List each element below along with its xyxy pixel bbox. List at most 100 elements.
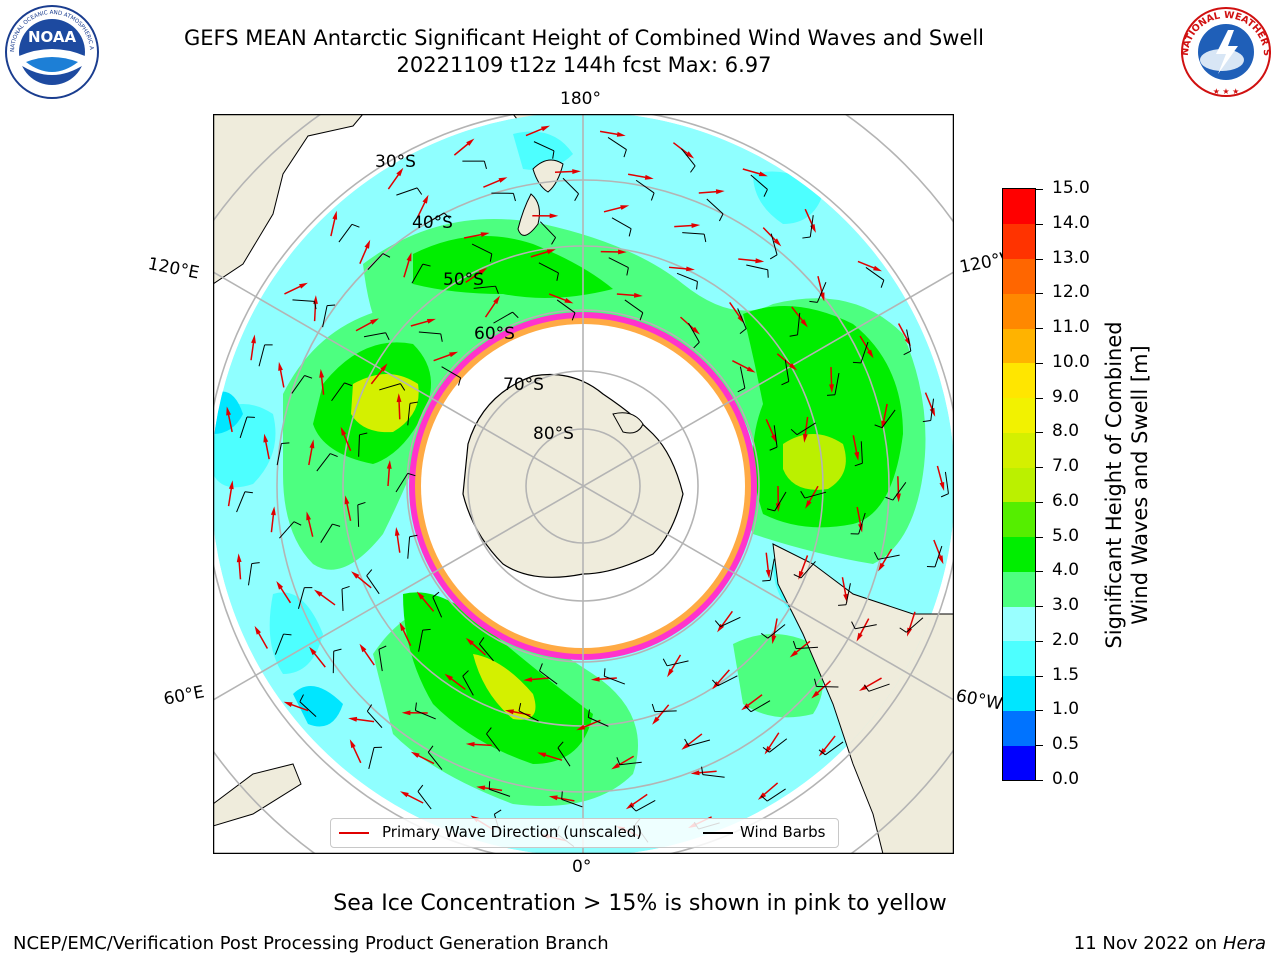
- wind-barb: [804, 491, 827, 499]
- colorbar-tick-label: 15.0: [1052, 178, 1090, 198]
- sea-ice-note: Sea Ice Concentration > 15% is shown in …: [333, 891, 947, 916]
- lon-label-180: 180°: [560, 89, 601, 109]
- wave-arrow: [250, 340, 255, 361]
- date-stamp: 11 Nov 2022 on Hera: [1073, 933, 1266, 954]
- wave-arrow: [387, 172, 401, 190]
- wind-barb-flag: [880, 279, 885, 288]
- colorbar-segment: [1003, 501, 1035, 538]
- wind-barb-flag: [684, 738, 690, 747]
- wave-arrow: [355, 320, 374, 332]
- wind-barb-flag: [332, 523, 341, 527]
- wind-barb-flag: [873, 551, 879, 560]
- wind-barb-flag: [802, 236, 811, 239]
- wind-barb-flag: [494, 809, 502, 815]
- wind-barb: [489, 788, 511, 797]
- wind-barb-flag: [762, 747, 770, 753]
- wind-barb-flag: [739, 328, 747, 335]
- wind-barb-flag: [851, 621, 856, 630]
- wind-barb: [834, 372, 840, 395]
- colorbar-tick: [1036, 293, 1043, 295]
- wave-arrow-head: [634, 292, 643, 298]
- wind-barb-flag: [427, 745, 434, 753]
- wave-arrow-head: [758, 171, 768, 177]
- wind-barb: [274, 633, 284, 655]
- wave-arrow: [320, 374, 325, 395]
- wind-barb: [518, 710, 539, 722]
- wave-arrow-head: [416, 591, 425, 600]
- wave-arrow-head: [400, 791, 409, 798]
- wind-barb: [816, 281, 827, 303]
- wave-arrow: [936, 465, 944, 486]
- wind-barb: [796, 422, 816, 436]
- wave-arrow-head: [444, 673, 453, 681]
- wave-arrow-head: [691, 326, 700, 335]
- wave-arrow: [852, 435, 858, 456]
- wave-arrow-head: [480, 232, 490, 237]
- wave-arrow: [469, 641, 486, 656]
- wave-arrow-head: [576, 724, 586, 731]
- wind-barb: [358, 434, 360, 457]
- wind-barb-flag: [327, 304, 336, 307]
- wind-barb-flag: [703, 234, 707, 243]
- wind-barb: [418, 629, 424, 652]
- wind-barb: [493, 311, 513, 324]
- wind-barb-flag: [701, 766, 704, 775]
- wave-arrow-head: [270, 506, 276, 516]
- wind-barb-flag: [790, 428, 798, 436]
- wave-arrow: [793, 640, 811, 655]
- wave-arrow: [530, 250, 551, 258]
- wind-barb-flag: [813, 678, 817, 687]
- wind-barb: [706, 198, 724, 215]
- wind-barb-flag: [800, 490, 806, 499]
- wave-arrow-head: [789, 650, 798, 658]
- wind-barb-flag: [422, 263, 431, 267]
- wave-arrow-head: [309, 439, 315, 449]
- wind-barb-flag: [378, 645, 387, 650]
- wind-barb-flag: [863, 684, 870, 692]
- wind-barb-flag: [711, 679, 719, 687]
- wave-arrow: [791, 306, 805, 324]
- wave-arrow-head: [399, 622, 406, 631]
- wind-barb: [769, 558, 775, 581]
- wave-arrow-head: [226, 406, 231, 416]
- wave-arrow: [278, 585, 292, 604]
- wave-arrow-head: [299, 282, 308, 289]
- wind-barb: [750, 700, 771, 713]
- wave-arrow-head: [771, 635, 777, 645]
- colorbar-tick: [1036, 223, 1043, 225]
- wind-barb-flag: [690, 165, 696, 173]
- wave-arrow: [655, 704, 670, 721]
- wave-arrow: [453, 141, 471, 156]
- wind-barb-flag: [940, 493, 949, 498]
- wind-barb-flag: [662, 658, 668, 667]
- wind-barb: [539, 670, 558, 685]
- colorbar-tick-label: 3.0: [1052, 595, 1080, 616]
- wave-arrow: [525, 127, 545, 137]
- wave-arrow-head: [359, 643, 367, 653]
- colorbar-segment: [1003, 710, 1035, 746]
- wind-barb-flag: [838, 604, 847, 606]
- wave-arrow: [396, 532, 401, 553]
- wind-barb: [860, 441, 863, 464]
- wind-barb-flag: [366, 704, 373, 712]
- colorbar-segment: [1003, 258, 1035, 294]
- wind-barb: [533, 141, 555, 152]
- colorbar-tick: [1036, 606, 1043, 608]
- wave-arrow-head: [811, 690, 820, 699]
- wind-barb-flag: [417, 784, 424, 792]
- wave-arrow-head: [866, 349, 874, 359]
- wind-barb: [635, 799, 656, 812]
- wind-barb: [239, 416, 248, 439]
- wave-arrow: [698, 190, 719, 194]
- wave-arrow: [554, 170, 576, 173]
- wind-barb: [316, 453, 331, 472]
- wind-barb: [739, 366, 746, 389]
- wave-arrow: [762, 227, 778, 243]
- wave-arrow-head: [332, 210, 338, 220]
- wave-arrow-head: [873, 265, 882, 272]
- wind-barb-flag: [630, 805, 637, 812]
- wave-arrow: [729, 301, 742, 320]
- wave-arrow: [227, 486, 233, 507]
- wave-arrow-head: [937, 555, 944, 565]
- wind-barb-flag: [762, 579, 771, 582]
